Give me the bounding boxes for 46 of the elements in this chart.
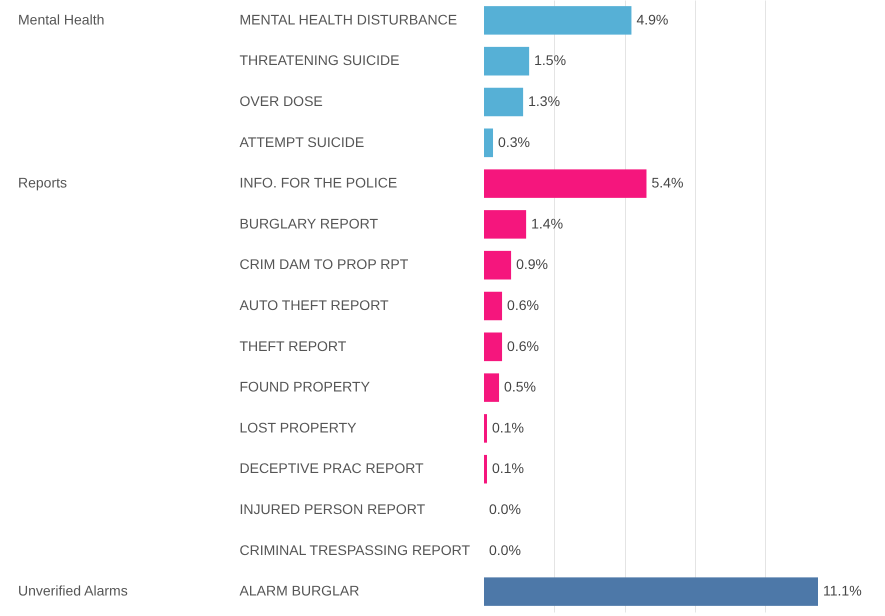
bar — [484, 373, 500, 402]
y-tick-label: THREATENING SUICIDE — [240, 52, 400, 68]
y-tick-label: INFO. FOR THE POLICE — [240, 174, 398, 191]
data-label: 0.0% — [489, 542, 521, 558]
y-tick-label: DECEPTIVE PRAC REPORT — [240, 460, 424, 476]
data-label: 5.4% — [651, 174, 684, 191]
data-label: 1.4% — [531, 215, 564, 232]
y-tick-label: OVER DOSE — [240, 93, 323, 109]
y-tick-label: INJURED PERSON REPORT — [240, 501, 426, 517]
data-label: 11.1% — [823, 582, 862, 599]
bar — [484, 210, 526, 239]
y-tick-label: ALARM BURGLAR — [240, 582, 360, 599]
bar — [484, 6, 632, 35]
data-label: 0.1% — [492, 460, 524, 476]
y-tick-label: CRIMINAL TRESPASSING REPORT — [240, 542, 470, 558]
text: Mental Health — [18, 11, 104, 28]
data-label: 0.3% — [498, 134, 530, 150]
data-label: 1.3% — [528, 93, 560, 109]
y-tick-label: BURGLARY REPORT — [240, 215, 378, 232]
y-tick-label: THEFT REPORT — [240, 338, 347, 354]
y-tick-label: LOST PROPERTY — [240, 419, 358, 436]
data-label: 0.6% — [507, 338, 539, 354]
data-label: 1.5% — [534, 52, 566, 68]
bar — [484, 577, 818, 606]
y-tick-label: MENTAL HEALTH DISTURBANCE — [240, 11, 458, 28]
text: Unverified Alarms — [18, 582, 128, 599]
bar — [484, 332, 502, 362]
bar — [484, 292, 502, 320]
data-label: 0.0% — [489, 501, 521, 517]
data-label: 4.9% — [636, 11, 668, 28]
bar — [484, 169, 646, 198]
bar — [484, 454, 488, 484]
data-label: 0.1% — [492, 419, 524, 436]
y-tick-label: FOUND PROPERTY — [240, 378, 371, 395]
bar — [484, 88, 524, 116]
bar — [484, 250, 512, 280]
data-label: 0.6% — [507, 297, 539, 313]
bar — [484, 128, 494, 158]
text: Reports — [18, 174, 68, 191]
y-tick-label: AUTO THEFT REPORT — [240, 297, 390, 313]
bar — [484, 46, 530, 76]
bar — [484, 414, 488, 443]
y-tick-label: CRIM DAM TO PROP RPT — [240, 256, 409, 272]
data-label: 0.9% — [516, 256, 548, 272]
y-tick-label: ATTEMPT SUICIDE — [240, 134, 364, 150]
data-label: 0.5% — [504, 378, 536, 395]
